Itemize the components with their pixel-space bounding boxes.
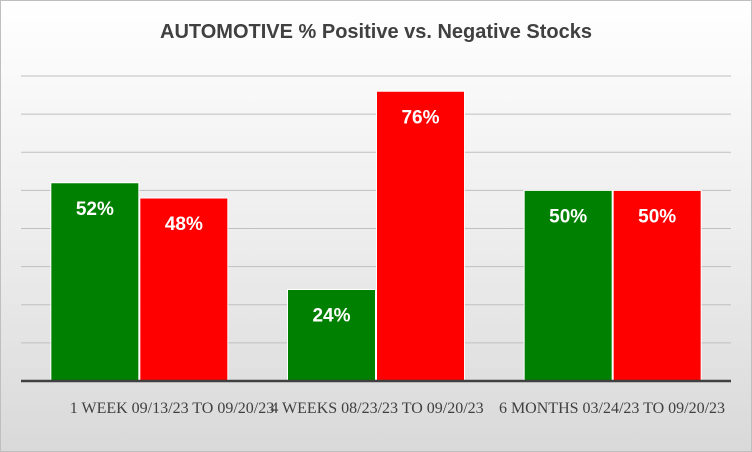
data-label: 50%	[638, 206, 676, 227]
chart-title: AUTOMOTIVE % Positive vs. Negative Stock…	[160, 21, 592, 43]
data-label: 76%	[401, 107, 439, 128]
bar	[139, 197, 229, 382]
data-label: 24%	[312, 306, 350, 327]
x-tick-label: 4 WEEKS 08/23/23 TO 09/20/23	[270, 400, 484, 417]
bar	[287, 289, 376, 382]
data-label: 48%	[165, 214, 203, 235]
bar	[376, 90, 465, 382]
bar	[523, 189, 613, 382]
data-label: 52%	[76, 199, 114, 220]
bar	[612, 189, 702, 382]
data-label: 50%	[549, 206, 587, 227]
x-tick-label: 1 WEEK 09/13/23 TO 09/20/23	[69, 400, 275, 417]
x-tick-label: 6 MONTHS 03/24/23 TO 09/20/23	[498, 400, 726, 417]
